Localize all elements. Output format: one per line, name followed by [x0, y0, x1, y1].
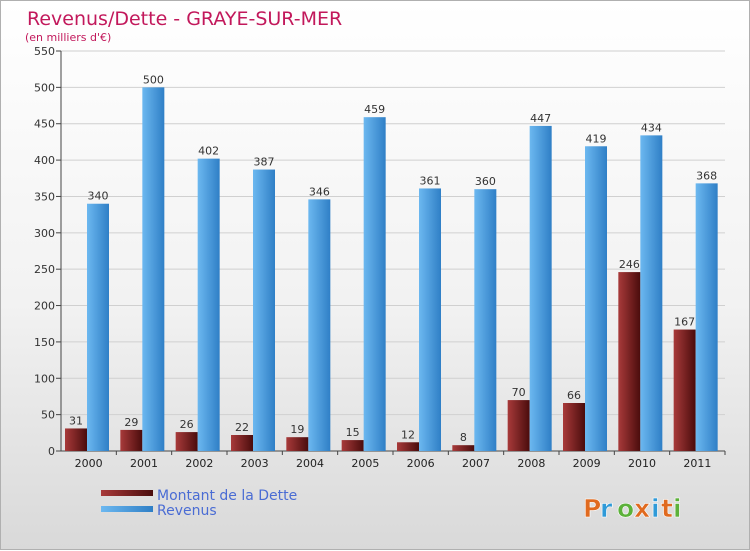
legend-label-dette: Montant de la Dette: [157, 488, 297, 504]
chart-title: Revenus/Dette - GRAYE-SUR-MER: [27, 8, 342, 30]
logo-letter-2: o: [617, 494, 634, 523]
bar-dette-2008: [507, 400, 530, 451]
chart-subtitle: (en milliers d'€): [25, 31, 111, 44]
value-label-dette-2001: 29: [124, 416, 138, 429]
bar-dette-2009: [563, 403, 585, 451]
x-tick-label-2004: 2004: [296, 457, 324, 470]
proxiti-logo: Pr o x i t i: [583, 494, 682, 524]
x-tick-label-2006: 2006: [407, 457, 435, 470]
bar-dette-2004: [286, 437, 309, 451]
bar-dette-2001: [120, 429, 143, 451]
bar-dette-2007: [452, 445, 475, 451]
value-label-revenus-2011: 368: [696, 169, 717, 182]
bar-revenus-2002: [197, 158, 220, 452]
value-label-revenus-2002: 402: [198, 145, 219, 158]
x-tick-label-2003: 2003: [241, 457, 269, 470]
legend-label-revenus: Revenus: [157, 503, 217, 519]
y-tick-label-300: 300: [34, 227, 55, 240]
value-label-dette-2010: 246: [619, 258, 640, 271]
bar-revenus-2003: [253, 169, 275, 451]
logo-letter-3: x: [634, 494, 650, 523]
x-tick-label-2008: 2008: [517, 457, 545, 470]
bar-revenus-2009: [585, 146, 607, 452]
logo-letter-0: P: [583, 494, 601, 523]
value-label-revenus-2007: 360: [475, 175, 496, 188]
value-label-revenus-2010: 434: [641, 121, 662, 134]
bar-revenus-2007: [474, 189, 497, 451]
value-labels-layer: 2000 31 340 2001 29 500 2002 26 402 2003 22 387 2004…: [69, 73, 726, 470]
legend-swatch-dette: [101, 490, 153, 496]
bar-revenus-2004: [308, 199, 331, 451]
y-tick-label-400: 400: [34, 154, 55, 167]
value-label-dette-2008: 70: [512, 386, 526, 399]
value-label-revenus-2005: 459: [364, 103, 385, 116]
x-tick-label-2010: 2010: [628, 457, 656, 470]
x-tick-label-2001: 2001: [130, 457, 158, 470]
y-tick-label-350: 350: [34, 190, 55, 203]
legend-swatch-revenus: [101, 506, 153, 512]
value-label-dette-2005: 15: [346, 426, 360, 439]
bar-dette-2010: [618, 272, 641, 451]
y-tick-label-500: 500: [34, 81, 55, 94]
grid-layer: 0 50 100 150 200 250 300 350 400 450 500 550: [34, 45, 725, 458]
y-tick-label-200: 200: [34, 300, 55, 313]
bar-dette-2003: [231, 435, 253, 451]
bar-dette-2002: [175, 432, 198, 451]
logo-letter-4: i: [651, 494, 660, 523]
value-label-revenus-2004: 346: [309, 185, 330, 198]
bar-revenus-2010: [640, 135, 663, 451]
bar-dette-2011: [673, 329, 696, 451]
logo-letter-1: r: [600, 494, 613, 523]
value-label-dette-2004: 19: [290, 423, 304, 436]
bar-revenus-2001: [142, 87, 165, 451]
y-tick-label-0: 0: [48, 445, 55, 458]
y-tick-label-100: 100: [34, 372, 55, 385]
value-label-revenus-2008: 447: [530, 112, 551, 125]
x-tick-label-2009: 2009: [573, 457, 601, 470]
bar-revenus-2005: [363, 117, 386, 451]
value-label-dette-2000: 31: [69, 414, 83, 427]
logo-letter-5: t: [661, 494, 673, 523]
value-label-revenus-2009: 419: [586, 132, 607, 145]
y-tick-label-450: 450: [34, 118, 55, 131]
x-tick-label-2002: 2002: [185, 457, 213, 470]
value-label-revenus-2001: 500: [143, 73, 164, 86]
x-tick-label-2005: 2005: [351, 457, 379, 470]
value-label-dette-2006: 12: [401, 428, 415, 441]
value-label-revenus-2006: 361: [420, 174, 441, 187]
value-label-revenus-2000: 340: [88, 190, 109, 203]
bar-revenus-2000: [87, 203, 109, 451]
x-tick-label-2007: 2007: [462, 457, 490, 470]
value-label-dette-2007: 8: [460, 431, 467, 444]
bar-revenus-2011: [695, 183, 718, 451]
y-tick-label-250: 250: [34, 263, 55, 276]
y-tick-label-150: 150: [34, 336, 55, 349]
value-label-dette-2003: 22: [235, 421, 249, 434]
bar-dette-2005: [341, 440, 364, 451]
value-label-dette-2002: 26: [180, 418, 194, 431]
y-tick-label-50: 50: [41, 409, 55, 422]
value-label-revenus-2003: 387: [254, 156, 275, 169]
x-tick-label-2011: 2011: [683, 457, 711, 470]
logo-letter-6: i: [673, 494, 682, 523]
bar-revenus-2008: [529, 125, 552, 451]
value-label-dette-2011: 167: [674, 316, 695, 329]
bars-layer: [65, 87, 718, 452]
y-tick-label-550: 550: [34, 45, 55, 58]
value-label-dette-2009: 66: [567, 389, 581, 402]
x-tick-label-2000: 2000: [75, 457, 103, 470]
bar-revenus-2006: [419, 188, 441, 452]
legend: Montant de la Dette Revenus: [101, 488, 297, 519]
bar-dette-2006: [397, 442, 419, 451]
bar-dette-2000: [65, 428, 87, 451]
